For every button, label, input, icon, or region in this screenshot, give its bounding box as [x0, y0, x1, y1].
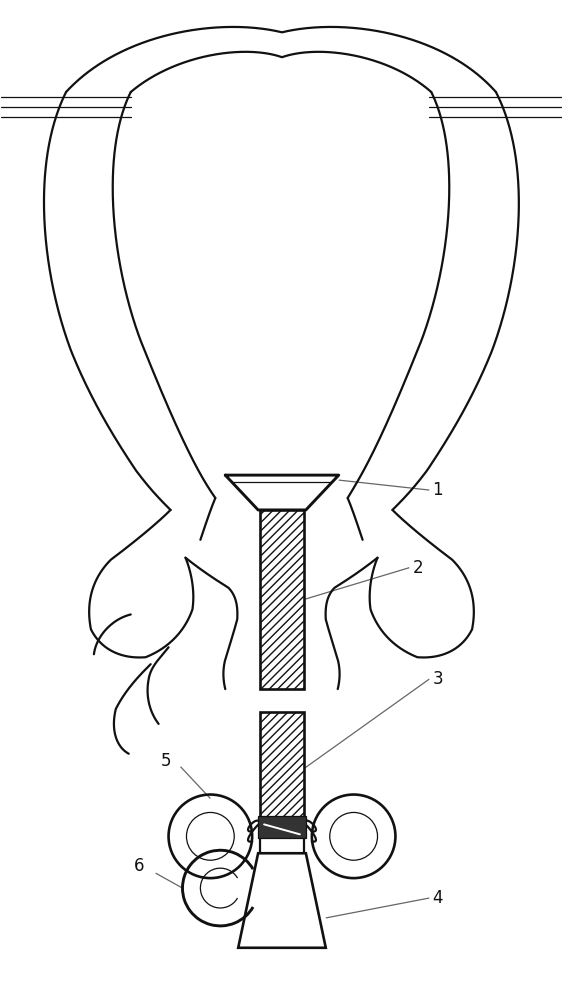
Polygon shape	[238, 853, 326, 948]
Text: 6: 6	[134, 857, 144, 875]
Text: 4: 4	[432, 889, 443, 907]
Text: 1: 1	[432, 481, 443, 499]
Polygon shape	[260, 510, 304, 689]
Polygon shape	[260, 712, 304, 818]
Text: 3: 3	[432, 670, 443, 688]
Text: 5: 5	[160, 752, 171, 770]
Polygon shape	[258, 816, 306, 838]
Text: 2: 2	[412, 559, 423, 577]
